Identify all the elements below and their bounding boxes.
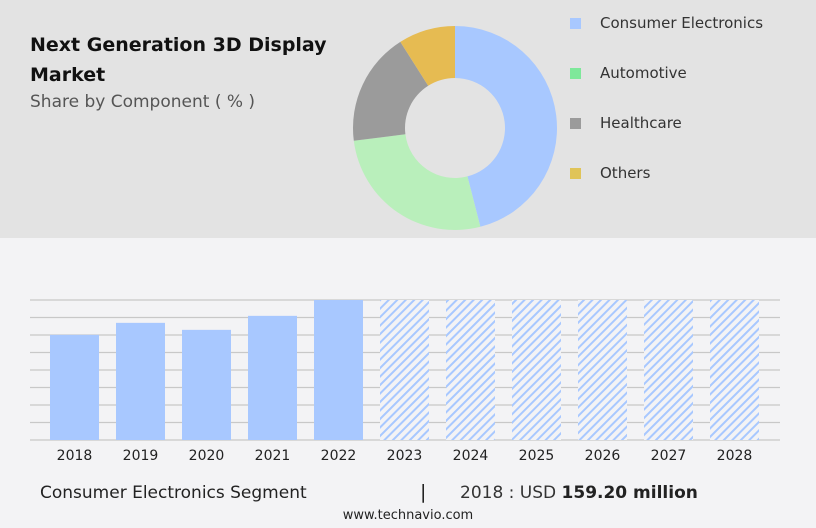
legend-swatch	[570, 167, 581, 179]
bar-2027	[644, 300, 693, 440]
bar-2026	[578, 300, 627, 440]
x-tick-label: 2021	[255, 448, 291, 464]
x-tick-label: 2019	[123, 448, 159, 464]
donut-slice-automotive	[353, 134, 481, 231]
legend-swatch	[570, 67, 581, 79]
donut-slice-consumer-electronics	[455, 26, 557, 227]
x-tick-label: 2027	[651, 448, 687, 464]
bar-2021	[248, 315, 297, 440]
legend-swatch	[570, 117, 581, 129]
separator: |	[420, 481, 427, 503]
segment-value: 2018 : USD 159.20 million	[460, 483, 698, 503]
x-tick-label: 2020	[189, 448, 225, 464]
x-tick-label: 2026	[585, 448, 621, 464]
bar-2019	[116, 322, 165, 440]
header-panel: Next Generation 3D Display Market Share …	[0, 0, 816, 238]
donut-slice-healthcare	[352, 41, 429, 141]
legend-swatch	[570, 17, 581, 29]
value-label: 159.20 million	[561, 483, 698, 503]
bar-2028	[710, 300, 759, 440]
chart-subtitle: Share by Component ( % )	[30, 92, 256, 112]
x-tick-label: 2025	[519, 448, 555, 464]
bar-2025	[512, 300, 561, 440]
bar-chart: 2018 2019 2020 2021 2022 2023 2024 2025 2026 2027…	[30, 299, 780, 464]
donut-chart	[352, 26, 557, 231]
legend-item: Consumer Electronics	[570, 14, 763, 32]
legend-item: Automotive	[570, 64, 687, 82]
bar-2024	[446, 300, 495, 440]
x-tick-label: 2023	[387, 448, 423, 464]
x-tick-label: 2018	[57, 448, 93, 464]
legend-label: Consumer Electronics	[600, 14, 764, 32]
bar-2022	[314, 300, 363, 440]
bar-2023	[380, 300, 429, 440]
legend-item: Others	[570, 164, 650, 182]
source-url: www.technavio.com	[342, 508, 474, 523]
legend-label: Others	[600, 164, 651, 182]
donut-slice-others	[400, 26, 455, 86]
bar-2020	[182, 329, 231, 440]
year-label: 2018 : USD	[460, 483, 562, 503]
legend-item: Healthcare	[570, 114, 682, 132]
segment-label: Consumer Electronics Segment	[40, 483, 307, 503]
x-tick-label: 2022	[321, 448, 357, 464]
legend-label: Automotive	[600, 64, 687, 82]
x-tick-label: 2024	[453, 448, 489, 464]
bar-2018	[50, 334, 99, 440]
chart-title: Next Generation 3D Display Market	[30, 34, 327, 86]
x-tick-label: 2028	[717, 448, 753, 464]
legend-label: Healthcare	[600, 114, 682, 132]
